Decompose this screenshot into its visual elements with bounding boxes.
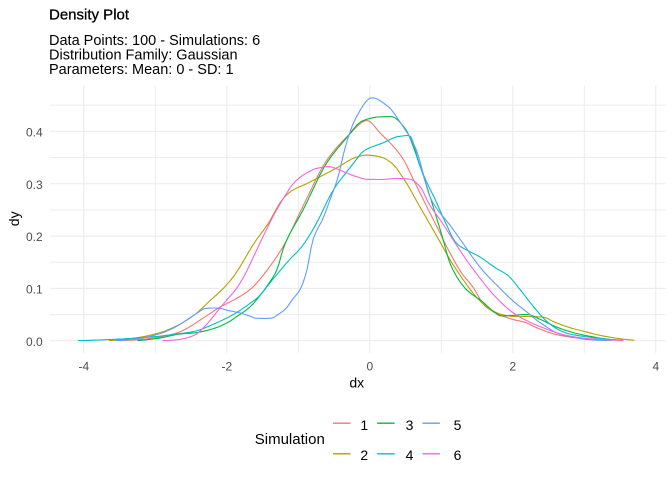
svg-text:2: 2: [360, 447, 368, 463]
svg-text:-4: -4: [78, 359, 89, 373]
svg-text:4: 4: [406, 447, 414, 463]
svg-text:2: 2: [509, 359, 516, 373]
svg-text:Distribution Family: Gaussian: Distribution Family: Gaussian: [49, 48, 238, 64]
svg-text:0.3: 0.3: [26, 178, 43, 192]
svg-text:Parameters: Mean: 0 - SD: 1: Parameters: Mean: 0 - SD: 1: [49, 62, 234, 78]
svg-text:5: 5: [454, 417, 462, 433]
svg-text:0.1: 0.1: [26, 283, 43, 297]
svg-text:0.2: 0.2: [26, 230, 43, 244]
svg-text:dx: dx: [349, 374, 364, 390]
svg-text:Simulation: Simulation: [255, 431, 325, 448]
svg-text:3: 3: [406, 417, 414, 433]
svg-text:0.4: 0.4: [26, 126, 43, 140]
svg-text:4: 4: [652, 359, 659, 373]
svg-text:Density Plot: Density Plot: [49, 6, 130, 23]
svg-text:6: 6: [454, 447, 462, 463]
svg-text:0: 0: [366, 359, 373, 373]
svg-text:-2: -2: [221, 359, 232, 373]
svg-text:Data Points: 100 - Simulations: Data Points: 100 - Simulations: 6: [49, 33, 260, 49]
svg-text:0.0: 0.0: [26, 335, 43, 349]
svg-text:1: 1: [360, 417, 368, 433]
svg-text:dy: dy: [6, 211, 22, 226]
